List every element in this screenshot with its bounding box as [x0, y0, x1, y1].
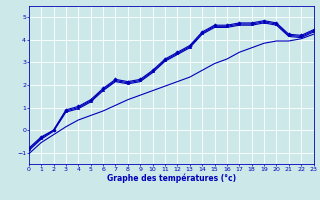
X-axis label: Graphe des températures (°c): Graphe des températures (°c)	[107, 173, 236, 183]
